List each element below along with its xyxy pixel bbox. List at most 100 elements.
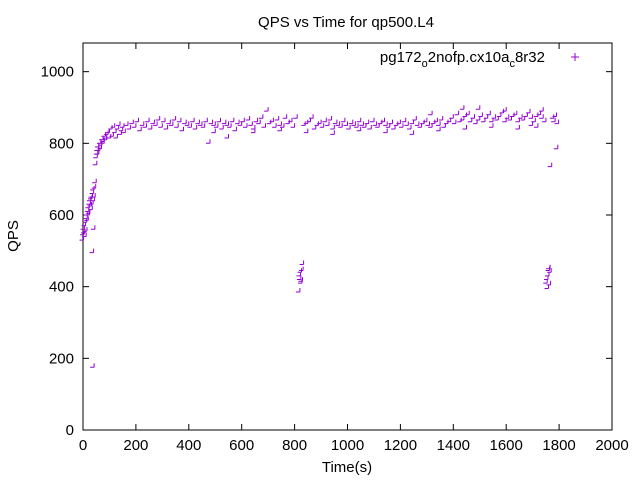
data-point xyxy=(528,114,534,119)
data-point xyxy=(200,123,206,128)
data-point xyxy=(232,126,237,132)
data-point xyxy=(504,114,510,119)
data-point xyxy=(208,119,214,125)
data-point xyxy=(449,114,454,119)
data-point xyxy=(195,119,200,125)
legend-label-part: 2nofp.cx10a xyxy=(428,49,510,66)
data-point xyxy=(229,117,235,123)
data-point xyxy=(343,121,348,126)
x-tick-label: 400 xyxy=(176,437,201,454)
x-tick-label: 1400 xyxy=(437,437,470,454)
data-point xyxy=(91,193,96,198)
data-point xyxy=(518,114,523,119)
chart-title: QPS vs Time for qp500.L4 xyxy=(258,14,434,31)
data-point xyxy=(299,260,305,265)
data-point xyxy=(475,105,481,110)
data-point xyxy=(399,123,404,128)
data-point xyxy=(224,134,229,139)
data-point xyxy=(330,125,335,130)
data-point xyxy=(290,123,296,128)
data-point xyxy=(84,216,89,221)
data-point xyxy=(206,139,211,144)
data-point xyxy=(428,110,433,116)
data-point xyxy=(253,117,259,123)
data-point xyxy=(203,117,208,123)
data-point xyxy=(370,117,375,123)
data-point xyxy=(211,128,216,134)
y-tick-label: 600 xyxy=(49,207,74,224)
data-point xyxy=(82,232,87,237)
data-point xyxy=(486,110,491,116)
x-tick-label: 800 xyxy=(282,437,307,454)
data-point xyxy=(433,117,438,123)
data-point xyxy=(412,116,417,121)
data-point xyxy=(147,125,153,130)
data-point xyxy=(547,268,552,273)
data-point xyxy=(179,126,184,132)
y-tick-label: 200 xyxy=(49,350,74,367)
y-axis-label: QPS xyxy=(5,220,22,252)
data-point xyxy=(142,123,147,128)
y-tick-label: 0 xyxy=(66,422,74,439)
data-point xyxy=(288,117,293,123)
data-point xyxy=(224,121,229,126)
x-tick-label: 1000 xyxy=(331,437,364,454)
data-point xyxy=(145,117,150,123)
data-point xyxy=(243,123,248,128)
data-point xyxy=(401,117,407,123)
data-point xyxy=(126,125,132,130)
y-tick-label: 1000 xyxy=(41,64,74,81)
data-point xyxy=(120,123,125,128)
data-point xyxy=(546,280,552,286)
data-point xyxy=(436,121,441,126)
data-point xyxy=(163,125,169,130)
data-point xyxy=(91,184,97,189)
data-point xyxy=(139,121,145,126)
data-point xyxy=(293,114,298,119)
data-points xyxy=(79,105,560,368)
data-point xyxy=(94,150,100,155)
legend-label-subscript: c xyxy=(509,58,515,70)
data-point xyxy=(539,107,544,112)
data-point xyxy=(277,121,282,126)
y-tick-label: 400 xyxy=(49,279,74,296)
data-point xyxy=(258,114,264,119)
data-point xyxy=(211,121,216,126)
legend-label-part: pg172 xyxy=(380,49,422,66)
data-point xyxy=(89,248,95,254)
legend-marker-plus xyxy=(571,53,579,61)
data-point xyxy=(547,162,553,168)
data-point xyxy=(250,128,256,134)
data-point xyxy=(88,205,93,211)
data-point xyxy=(319,123,325,128)
data-point xyxy=(303,128,309,134)
data-point xyxy=(465,110,470,116)
data-point xyxy=(338,123,343,128)
data-point xyxy=(158,123,163,128)
x-tick-label: 600 xyxy=(229,437,254,454)
data-point xyxy=(150,119,155,125)
data-point xyxy=(459,105,465,110)
legend: pg172o2nofp.cx10ac8r32 xyxy=(380,49,579,70)
data-point xyxy=(110,123,116,128)
data-point xyxy=(280,123,285,128)
data-point xyxy=(462,125,467,130)
data-point xyxy=(97,144,102,150)
data-point xyxy=(171,116,177,121)
data-point xyxy=(261,123,266,128)
data-point xyxy=(414,121,420,126)
data-point xyxy=(478,112,483,117)
legend-series-label: pg172o2nofp.cx10ac8r32 xyxy=(380,49,545,70)
data-point xyxy=(295,288,301,293)
data-point xyxy=(554,119,560,125)
data-point xyxy=(248,121,253,126)
data-point xyxy=(367,125,372,130)
data-point xyxy=(137,126,142,132)
legend-label-subscript: o xyxy=(422,58,428,70)
data-point xyxy=(451,119,457,125)
data-point xyxy=(404,121,409,126)
data-point xyxy=(407,125,412,130)
data-point xyxy=(124,121,129,126)
data-point xyxy=(153,121,158,126)
